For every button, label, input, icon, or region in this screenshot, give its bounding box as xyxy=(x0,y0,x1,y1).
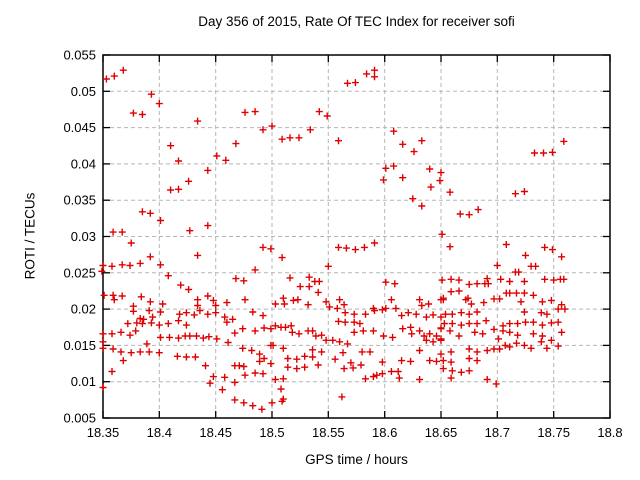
x-tick-label: 18.55 xyxy=(312,425,345,440)
data-points xyxy=(98,66,569,413)
x-tick-label: 18.8 xyxy=(597,425,622,440)
y-tick-label: 0.02 xyxy=(71,302,96,317)
x-tick-label: 18.5 xyxy=(259,425,284,440)
x-tick-labels: 18.35 18.4 18.45 18.5 18.55 18.6 18.65 18.7 18.7… xyxy=(87,425,623,440)
tick-marks xyxy=(102,54,611,419)
y-tick-label: 0.05 xyxy=(71,84,96,99)
y-tick-label: 0.025 xyxy=(63,265,96,280)
x-tick-label: 18.65 xyxy=(425,425,458,440)
x-tick-label: 18.4 xyxy=(147,425,172,440)
y-tick-label: 0.005 xyxy=(63,411,96,426)
y-tick-label: 0.015 xyxy=(63,338,96,353)
x-tick-label: 18.7 xyxy=(485,425,510,440)
y-axis-label: ROTI / TECUs xyxy=(22,192,38,280)
gridlines xyxy=(103,55,610,418)
chart-title: Day 356 of 2015, Rate Of TEC Index for r… xyxy=(198,14,515,29)
x-tick-label: 18.75 xyxy=(537,425,570,440)
y-tick-labels: 0.005 0.01 0.015 0.02 0.025 0.03 0.035 0.04 0.04… xyxy=(63,48,96,426)
y-tick-label: 0.03 xyxy=(71,229,96,244)
y-tick-label: 0.04 xyxy=(71,156,96,171)
x-axis-label: GPS time / hours xyxy=(305,452,408,467)
x-tick-label: 18.6 xyxy=(372,425,397,440)
x-tick-label: 18.45 xyxy=(199,425,232,440)
y-tick-label: 0.035 xyxy=(63,193,96,208)
x-tick-label: 18.35 xyxy=(87,425,120,440)
y-tick-label: 0.055 xyxy=(63,48,96,63)
y-tick-label: 0.01 xyxy=(71,374,96,389)
y-tick-label: 0.045 xyxy=(63,120,96,135)
